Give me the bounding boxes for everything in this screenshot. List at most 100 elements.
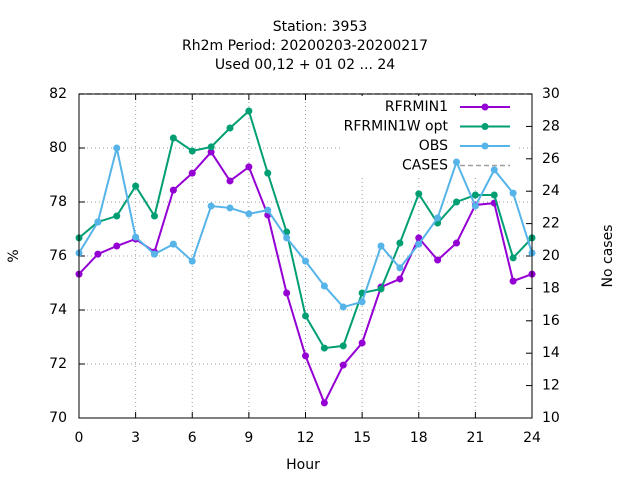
x-tick-label: 15 [353, 430, 371, 446]
y-tick-label: 80 [49, 140, 67, 156]
data-point [415, 240, 423, 248]
data-point [245, 107, 253, 115]
legend-marker [481, 103, 489, 111]
data-point [113, 242, 121, 250]
y-tick-label: 72 [49, 356, 67, 372]
legend-label: RFRMIN1W opt [344, 119, 449, 135]
data-point [396, 239, 404, 247]
y2-tick-label: 12 [542, 378, 560, 394]
data-point [151, 212, 158, 220]
title-line: Station: 3953 [273, 19, 368, 35]
y2-tick-label: 28 [542, 118, 560, 134]
data-point [434, 256, 442, 264]
y2-tick-label: 14 [542, 345, 560, 361]
data-point [490, 191, 498, 199]
data-point [113, 144, 121, 152]
data-point [415, 190, 423, 198]
data-point [453, 158, 460, 166]
legend-label: OBS [419, 138, 448, 154]
data-point [245, 163, 253, 171]
data-point [320, 344, 328, 352]
y-tick-label: 74 [49, 302, 67, 318]
data-point [320, 399, 328, 407]
data-point [226, 177, 234, 185]
y-tick-label: 82 [49, 86, 67, 102]
x-tick-label: 24 [523, 430, 541, 446]
data-point [113, 212, 121, 220]
data-point [283, 289, 291, 297]
data-point [283, 234, 291, 242]
data-point [245, 210, 253, 218]
x-tick-label: 3 [131, 430, 140, 446]
data-point [188, 147, 196, 155]
y-tick-label: 78 [49, 194, 67, 210]
data-point [94, 250, 102, 258]
data-point [339, 342, 347, 350]
plot-border [78, 93, 533, 419]
data-point [226, 124, 234, 132]
data-point [358, 339, 366, 347]
data-point [509, 254, 517, 262]
y2-tick-label: 26 [542, 151, 560, 167]
data-point [94, 218, 102, 226]
data-point [358, 298, 366, 306]
title-line: Rh2m Period: 20200203-20200217 [182, 38, 428, 54]
data-point [207, 148, 215, 156]
data-point [415, 234, 423, 242]
y2-tick-label: 22 [542, 216, 560, 232]
x-tick-label: 12 [297, 430, 315, 446]
y-axis-label: % [6, 249, 22, 262]
data-point [169, 240, 177, 248]
y-tick-label: 76 [49, 248, 67, 264]
data-point [188, 169, 196, 177]
data-point [339, 361, 347, 369]
y-tick-label: 70 [49, 410, 67, 426]
legend-label: RFRMIN1 [385, 99, 448, 115]
data-point [302, 352, 309, 360]
data-point [434, 214, 442, 222]
title-line: Used 00,12 + 01 02 ... 24 [215, 57, 395, 73]
data-point [132, 233, 140, 241]
data-point [396, 264, 404, 272]
data-point [509, 277, 517, 285]
data-point [132, 182, 140, 190]
x-axis-label: Hour [286, 457, 320, 473]
x-tick-label: 6 [188, 430, 197, 446]
y2-tick-label: 20 [542, 248, 560, 264]
y2-tick-label: 18 [542, 280, 560, 296]
data-point [453, 239, 460, 247]
data-point [471, 191, 479, 199]
data-point [151, 250, 158, 258]
data-point [490, 166, 498, 174]
x-tick-label: 21 [466, 430, 484, 446]
data-point [264, 169, 272, 177]
data-point [320, 282, 328, 290]
data-point [169, 134, 177, 142]
y2-axis-label: No cases [600, 225, 616, 288]
y2-tick-label: 10 [542, 410, 560, 426]
legend-marker [481, 142, 489, 150]
data-point [453, 198, 460, 206]
data-point [302, 257, 309, 265]
data-point [188, 257, 196, 265]
x-tick-label: 9 [244, 430, 253, 446]
data-point [377, 285, 385, 293]
legend-label: CASES [402, 158, 448, 174]
data-point [264, 206, 272, 214]
y2-tick-label: 30 [542, 86, 560, 102]
data-point [302, 312, 309, 320]
x-tick-label: 18 [410, 430, 428, 446]
y2-tick-label: 16 [542, 313, 560, 329]
data-point [169, 186, 177, 194]
data-point [396, 275, 404, 283]
data-point [377, 242, 385, 250]
x-tick-label: 0 [75, 430, 84, 446]
data-point [207, 202, 215, 210]
data-point [207, 143, 215, 151]
y2-tick-label: 24 [542, 183, 560, 199]
data-point [339, 303, 347, 311]
data-point [471, 202, 479, 210]
legend-marker [481, 123, 489, 130]
data-point [509, 189, 517, 197]
